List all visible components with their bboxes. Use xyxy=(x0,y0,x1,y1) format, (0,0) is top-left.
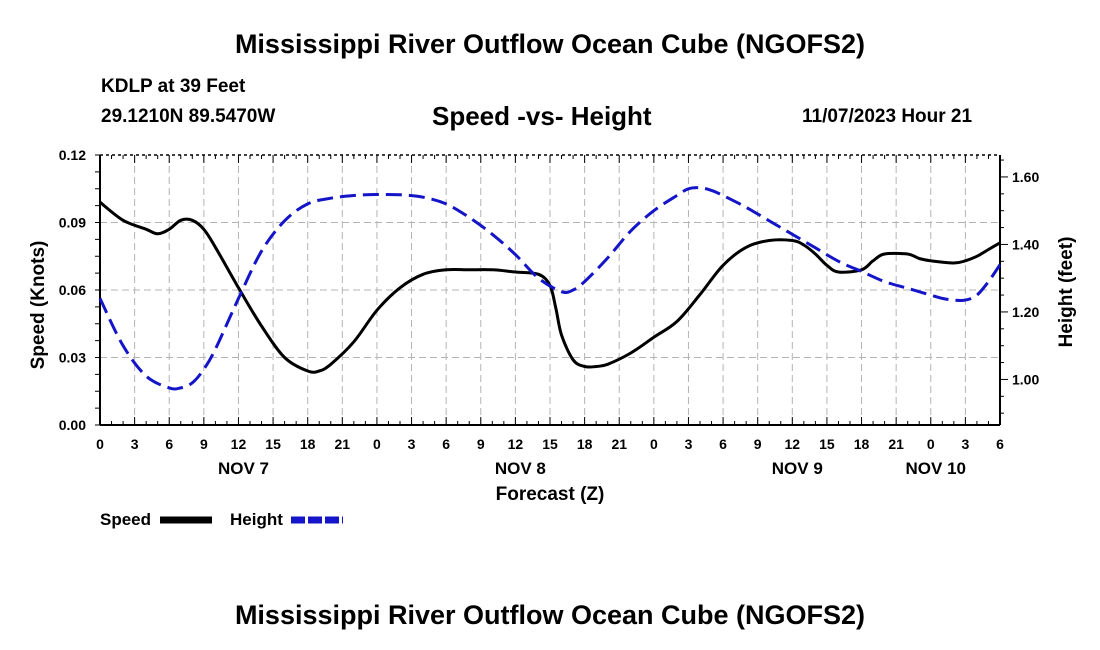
x-tick-label: 9 xyxy=(754,436,762,452)
x-tick-label: 9 xyxy=(477,436,485,452)
chart-subtitle: Speed -vs- Height xyxy=(432,101,652,131)
x-tick-label: 15 xyxy=(542,436,558,452)
x-tick-label: 21 xyxy=(335,436,351,452)
x-tick-label: 0 xyxy=(373,436,381,452)
x-tick-label: 18 xyxy=(300,436,316,452)
x-axis-title: Forecast (Z) xyxy=(496,484,605,505)
x-tick-label: 3 xyxy=(685,436,693,452)
y2-axis-title: Height (feet) xyxy=(1056,237,1077,348)
x-tick-label: 12 xyxy=(231,436,247,452)
height-series-line xyxy=(98,186,1002,391)
x-tick-label: 3 xyxy=(131,436,139,452)
y2-tick-label: 1.00 xyxy=(1012,371,1039,387)
y-tick-label: 0.12 xyxy=(59,147,86,163)
y-axis-title: Speed (Knots) xyxy=(28,241,49,370)
datetime-label: 11/07/2023 Hour 21 xyxy=(802,106,973,127)
x-tick-label: 6 xyxy=(719,436,727,452)
chart-title: Mississippi River Outflow Ocean Cube (NG… xyxy=(234,29,866,59)
legend-label-speed: Speed xyxy=(100,510,151,529)
x-tick-label: 0 xyxy=(927,436,935,452)
y-tick-label: 0.00 xyxy=(59,417,86,433)
x-tick-label: 12 xyxy=(785,436,801,452)
y2-tick-label: 1.40 xyxy=(1012,236,1039,252)
x-tick-label: 21 xyxy=(888,436,904,452)
y-tick-label: 0.06 xyxy=(59,282,86,298)
station-label: KDLP at 39 Feet xyxy=(101,76,246,97)
y2-tick-label: 1.20 xyxy=(1012,304,1039,320)
x-tick-label: 12 xyxy=(508,436,524,452)
x-tick-label: 18 xyxy=(854,436,870,452)
x-tick-label: 3 xyxy=(408,436,416,452)
x-tick-label: 15 xyxy=(819,436,835,452)
y2-tick-label: 1.60 xyxy=(1012,169,1039,185)
x-tick-label: 6 xyxy=(165,436,173,452)
date-label: NOV 9 xyxy=(772,459,823,478)
x-tick-label: 21 xyxy=(611,436,627,452)
y-tick-label: 0.03 xyxy=(59,350,86,366)
date-label: NOV 8 xyxy=(495,459,546,478)
x-tick-label: 9 xyxy=(200,436,208,452)
footer-title: Mississippi River Outflow Ocean Cube (NG… xyxy=(234,600,866,630)
x-tick-label: 15 xyxy=(265,436,281,452)
coordinates-label: 29.1210N 89.5470W xyxy=(101,106,276,127)
x-tick-label: 3 xyxy=(961,436,969,452)
speed-series-line xyxy=(99,201,1001,374)
x-tick-label: 0 xyxy=(96,436,104,452)
date-label: NOV 10 xyxy=(906,459,966,478)
x-tick-label: 6 xyxy=(996,436,1004,452)
x-tick-label: 18 xyxy=(577,436,593,452)
date-label: NOV 7 xyxy=(218,459,269,478)
x-tick-label: 6 xyxy=(442,436,450,452)
legend-label-height: Height xyxy=(230,510,283,529)
y-tick-label: 0.09 xyxy=(59,215,86,231)
x-tick-label: 0 xyxy=(650,436,658,452)
